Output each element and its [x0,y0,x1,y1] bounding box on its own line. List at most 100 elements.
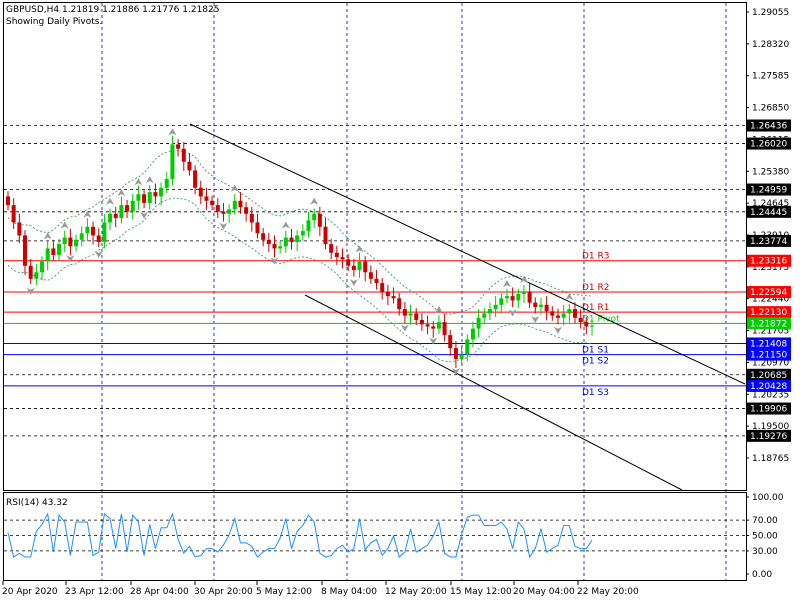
price-tick-label: 1.28320 [752,40,789,50]
candle-body [153,192,158,197]
rsi-indicator: 100.00 70.00 50.00 30.00 0.00 [4,493,784,580]
candle-body [533,302,538,307]
candle-body [159,187,164,197]
candle-body [6,196,10,206]
fractal-down-icon [66,255,75,263]
price-tag [747,379,791,392]
candle-body [193,170,198,188]
price-tag-value: 1.19276 [750,432,787,442]
candle-body [419,319,424,325]
fractal-up-icon [145,176,154,184]
price-tag [747,254,791,267]
candle-body [317,213,322,227]
candle-body [499,298,504,305]
candle-body [459,354,464,359]
envelope-upper [7,150,593,315]
candle-body [164,179,169,188]
candle-body [312,213,317,221]
rsi-tick-label: 0.00 [752,570,772,580]
candle-body [283,237,288,247]
price-tag [747,119,791,132]
price-tag-value: 1.21872 [750,319,787,329]
candle-body [289,237,294,242]
candle-body [11,205,16,223]
pivot-label: D1 R2 [582,283,610,293]
rsi-tick-label: 100.00 [752,493,784,503]
price-tag [747,317,791,330]
candle-body [210,200,215,206]
price-tag-value: 1.20685 [750,371,787,381]
time-tick-label: 20 Apr 2020 [2,587,58,597]
pivot-label: D1 R3 [582,252,610,262]
price-panel [3,2,747,491]
candle-body [425,324,430,327]
rsi-label: RSI(14) 43.32 [6,498,68,508]
price-tick-label: 1.29055 [752,8,789,18]
candle-body [40,261,45,273]
fractal-down-icon [553,326,562,334]
fractal-up-icon [310,197,319,205]
price-tick-label: 1.24645 [752,199,789,209]
fractal-up-icon [434,306,443,314]
candle-body [329,244,334,253]
candle-body [272,244,277,249]
fractal-up-icon [117,189,126,197]
price-tag-value: 1.22594 [750,288,787,298]
candle-body [249,213,254,223]
symbol-header: GBPUSD,H4 1.21819 1.21886 1.21776 1.2182… [6,5,219,15]
price-tag-value: 1.26020 [750,140,787,150]
candle-body [244,207,249,214]
candle-body [51,248,56,255]
candle-body [391,296,396,299]
candle-body [385,291,390,297]
price-tick-label: 1.25380 [752,167,789,177]
time-tick-label: 8 May 04:00 [321,587,377,597]
candle-body [351,265,356,271]
price-tag-value: 1.19906 [750,405,787,415]
candle-body [232,200,237,210]
fractal-up-icon [281,221,290,229]
fractal-up-icon [519,275,528,283]
price-tags: 1.26436 1.26020 1.24959 1.24445 1.23774 1.233… [747,119,791,442]
candle-body [590,325,594,327]
price-tag [747,429,791,442]
time-tick-label: 5 May 12:00 [256,587,312,597]
pivot-label: D1 S1 [582,345,609,355]
candle-body [323,226,328,245]
fractal-down-icon [400,324,409,332]
candle-body [448,335,453,349]
fractal-down-icon [94,250,103,258]
candles [6,135,594,369]
candle-body [113,213,118,219]
candle-body [334,252,339,258]
time-tick-label: 20 May 04:00 [513,587,575,597]
candle-body [521,291,526,294]
price-tick-label: 1.21705 [752,327,789,337]
rsi-panel [3,492,747,581]
candle-body [357,261,362,271]
candle-body [567,309,572,314]
price-tag-value: 1.21408 [750,339,787,349]
candle-body [255,222,260,234]
candle-body [91,226,96,236]
candle-body [482,313,487,318]
candle-body [510,296,515,301]
envelope-bands [7,150,593,363]
candle-body [85,226,90,234]
candle-body [23,235,28,266]
candle-body [130,200,135,212]
candle-body [346,259,351,266]
candle-body [431,326,436,329]
price-tag-value: 1.26436 [750,122,787,132]
price-tag-value: 1.22130 [750,308,787,318]
candle-body [45,248,50,262]
candle-body [408,313,413,316]
candle-body [17,222,22,236]
candle-body [504,296,509,299]
pivot-label: D1 R1 [582,303,610,313]
candle-body [96,235,101,242]
candle-body [538,304,543,307]
candle-body [414,313,419,320]
